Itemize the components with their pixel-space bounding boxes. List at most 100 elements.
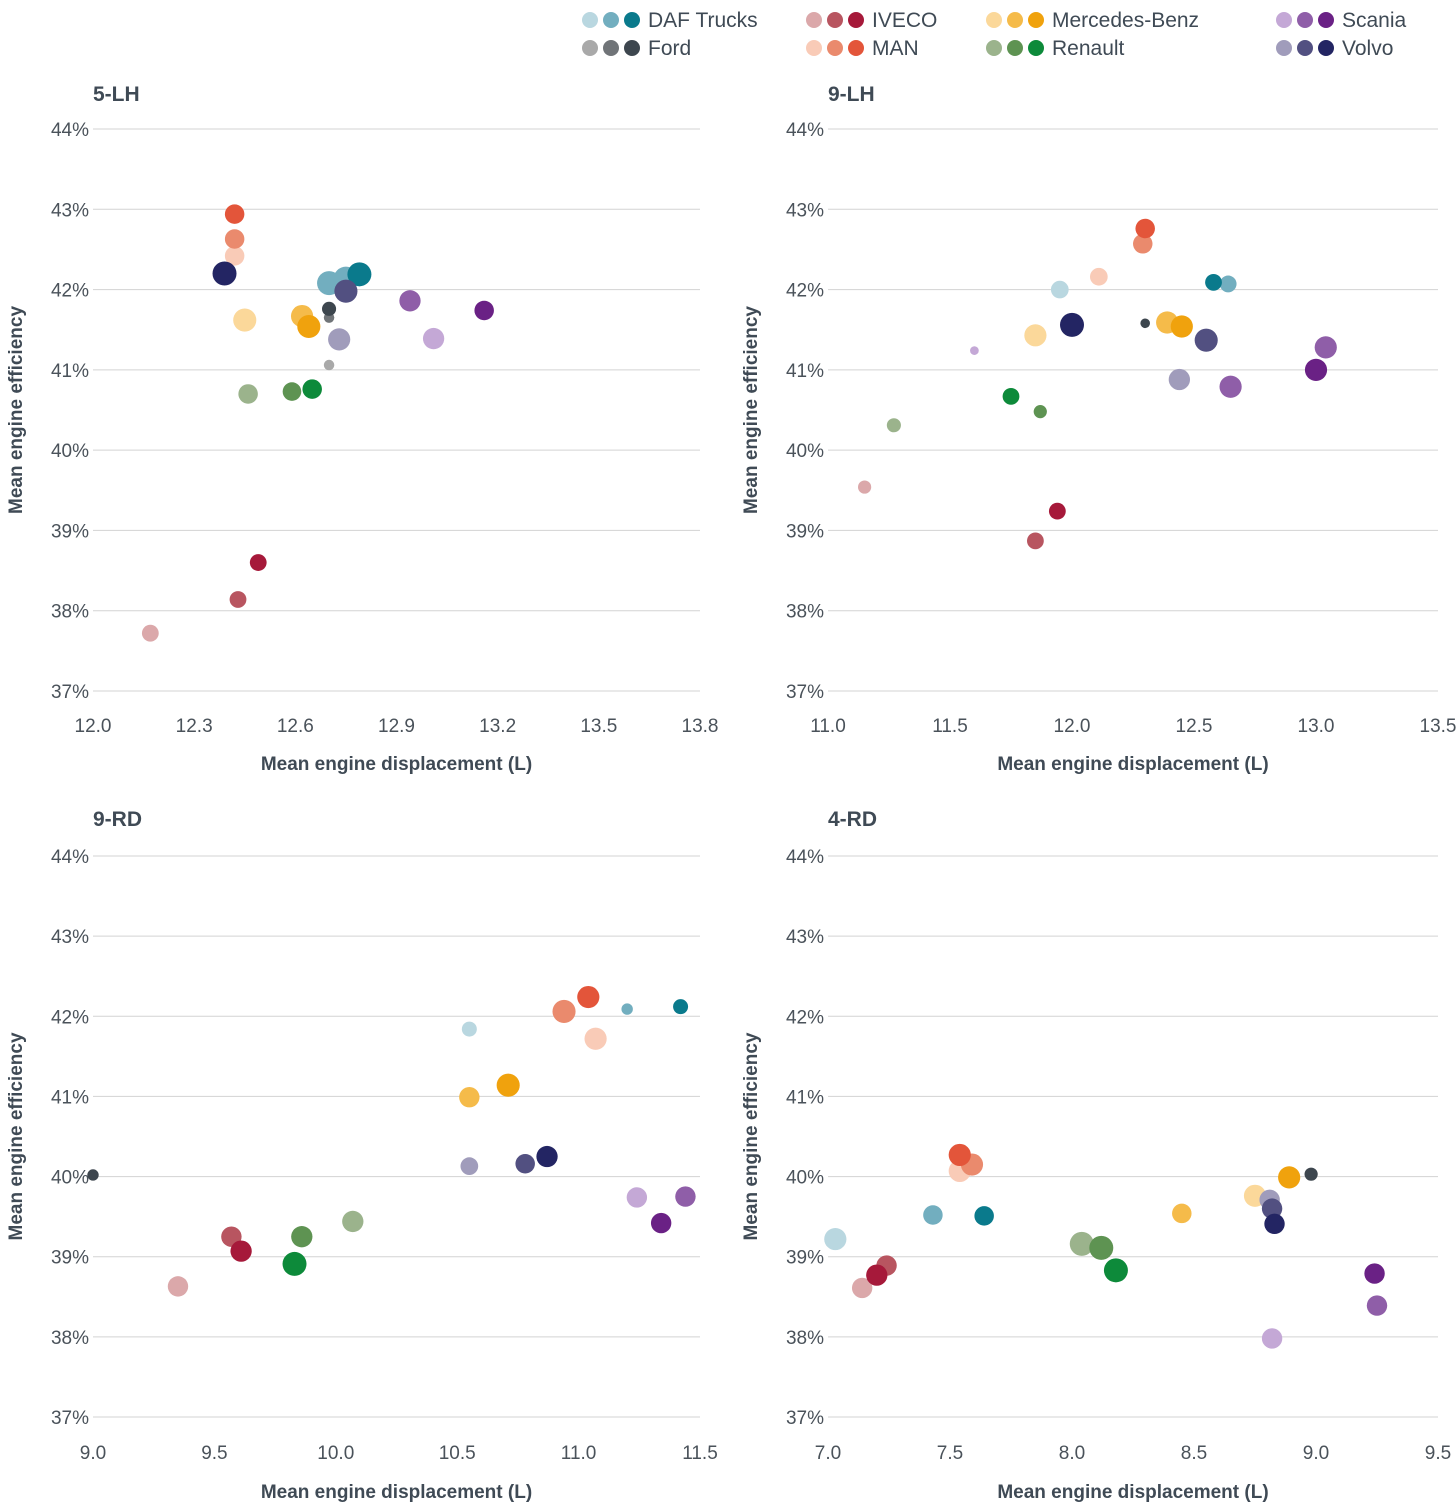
data-point <box>1103 1258 1128 1283</box>
y-tick-label: 43% <box>51 200 89 221</box>
x-axis-title: Mean engine displacement (L) <box>997 754 1268 775</box>
data-point <box>141 624 159 642</box>
legend-swatch <box>1276 40 1292 56</box>
legend-label: Renault <box>1052 37 1125 60</box>
chart-panel-4-rd: 4-RD 37% 38% 39% 40% 41% 42% 43% 44% 7.0 7.5 8.0 8.5… <box>741 808 1451 1503</box>
chart-panel-5-lh: 5-LH 37% 38% 39% 40% 41% 42% 43% 44% 12.0 12.3 12.6… <box>6 83 718 775</box>
legend-item: IVECO <box>806 9 937 32</box>
data-point <box>515 1153 535 1174</box>
y-axis-title: Mean engine efficiency <box>6 1032 27 1240</box>
data-point <box>1089 1235 1114 1260</box>
legend-swatch <box>827 12 843 28</box>
panel-title: 4-RD <box>828 808 877 831</box>
legend-label: MAN <box>872 37 919 60</box>
x-tick-label: 11.5 <box>682 1443 718 1464</box>
legend-swatch <box>582 12 598 28</box>
data-point <box>673 999 689 1015</box>
legend-swatch <box>603 40 619 56</box>
legend-label: Ford <box>648 37 691 60</box>
chart-panel-9-lh: 9-LH 37% 38% 39% 40% 41% 42% 43% 44% 11.0 11.5 12.0… <box>741 83 1456 775</box>
data-point <box>496 1073 520 1097</box>
y-tick-label: 38% <box>51 1328 89 1349</box>
data-point <box>1069 1231 1094 1256</box>
legend-swatch <box>1297 12 1313 28</box>
x-tick-label: 13.2 <box>479 716 516 737</box>
data-point <box>824 1227 847 1251</box>
y-tick-label: 37% <box>786 682 824 703</box>
data-point <box>323 359 335 371</box>
y-tick-label: 42% <box>51 1007 89 1028</box>
legend-swatch <box>1276 12 1292 28</box>
data-point <box>282 382 302 401</box>
legend-swatch <box>848 12 864 28</box>
y-tick-label: 44% <box>51 847 89 868</box>
data-point <box>230 1240 252 1262</box>
data-point <box>1050 280 1069 299</box>
x-tick-label: 9.0 <box>1303 1443 1329 1464</box>
data-point <box>1027 532 1044 550</box>
data-point <box>974 1206 994 1226</box>
data-point <box>858 480 872 494</box>
data-point <box>87 1169 99 1181</box>
data-point <box>422 327 445 350</box>
x-tick-label: 13.8 <box>682 716 719 737</box>
legend-swatch <box>1028 40 1044 56</box>
legend-item: Ford <box>582 37 691 60</box>
legend-swatch <box>624 40 640 56</box>
y-axis-title: Mean engine efficiency <box>6 306 27 514</box>
panel-title: 9-LH <box>828 83 875 106</box>
data-point <box>1089 267 1108 286</box>
y-tick-label: 41% <box>786 1087 824 1108</box>
x-tick-label: 9.5 <box>201 1443 227 1464</box>
x-tick-label: 9.0 <box>80 1443 106 1464</box>
legend-swatch <box>806 40 822 56</box>
legend-swatch <box>1007 40 1023 56</box>
y-tick-label: 43% <box>51 927 89 948</box>
data-point <box>1264 1213 1285 1235</box>
x-tick-label: 12.9 <box>378 716 415 737</box>
y-tick-label: 44% <box>786 847 824 868</box>
y-tick-label: 41% <box>51 361 89 382</box>
data-point <box>621 1003 633 1015</box>
data-point <box>1261 1328 1283 1349</box>
data-point <box>626 1187 648 1208</box>
data-point <box>866 1264 888 1286</box>
data-point <box>459 1087 480 1108</box>
data-point <box>302 379 322 399</box>
legend-item: Renault <box>986 37 1125 60</box>
data-point <box>1033 405 1047 419</box>
legend-item: DAF Trucks <box>582 9 758 32</box>
y-tick-label: 40% <box>51 441 89 462</box>
data-point <box>297 314 321 339</box>
data-point <box>342 1210 364 1233</box>
legend-label: DAF Trucks <box>648 9 758 32</box>
data-point <box>1140 318 1150 329</box>
x-axis-title: Mean engine displacement (L) <box>261 754 532 775</box>
data-point <box>347 262 372 287</box>
x-tick-label: 7.5 <box>937 1443 963 1464</box>
data-point <box>1060 312 1084 337</box>
y-tick-label: 38% <box>786 1328 824 1349</box>
data-point <box>212 261 237 286</box>
x-tick-label: 10.0 <box>317 1443 354 1464</box>
y-tick-label: 42% <box>51 281 89 302</box>
legend-swatch <box>986 12 1002 28</box>
legend-swatch <box>624 12 640 28</box>
data-point <box>1364 1263 1385 1284</box>
legend-label: Scania <box>1342 9 1407 32</box>
data-point <box>238 384 258 404</box>
legend-label: Volvo <box>1342 37 1393 60</box>
x-tick-label: 11.5 <box>932 716 968 737</box>
y-tick-label: 39% <box>51 1248 89 1269</box>
data-point <box>1304 358 1328 381</box>
data-point <box>1205 273 1222 291</box>
legend-swatch <box>1028 12 1044 28</box>
legend-item: Scania <box>1276 9 1407 32</box>
x-tick-label: 10.5 <box>439 1443 476 1464</box>
data-point <box>1304 1167 1318 1181</box>
x-tick-label: 13.0 <box>1298 716 1335 737</box>
x-tick-label: 7.0 <box>815 1443 841 1464</box>
data-point <box>1168 368 1191 391</box>
x-axis-title: Mean engine displacement (L) <box>261 1482 532 1503</box>
data-point <box>886 418 901 433</box>
